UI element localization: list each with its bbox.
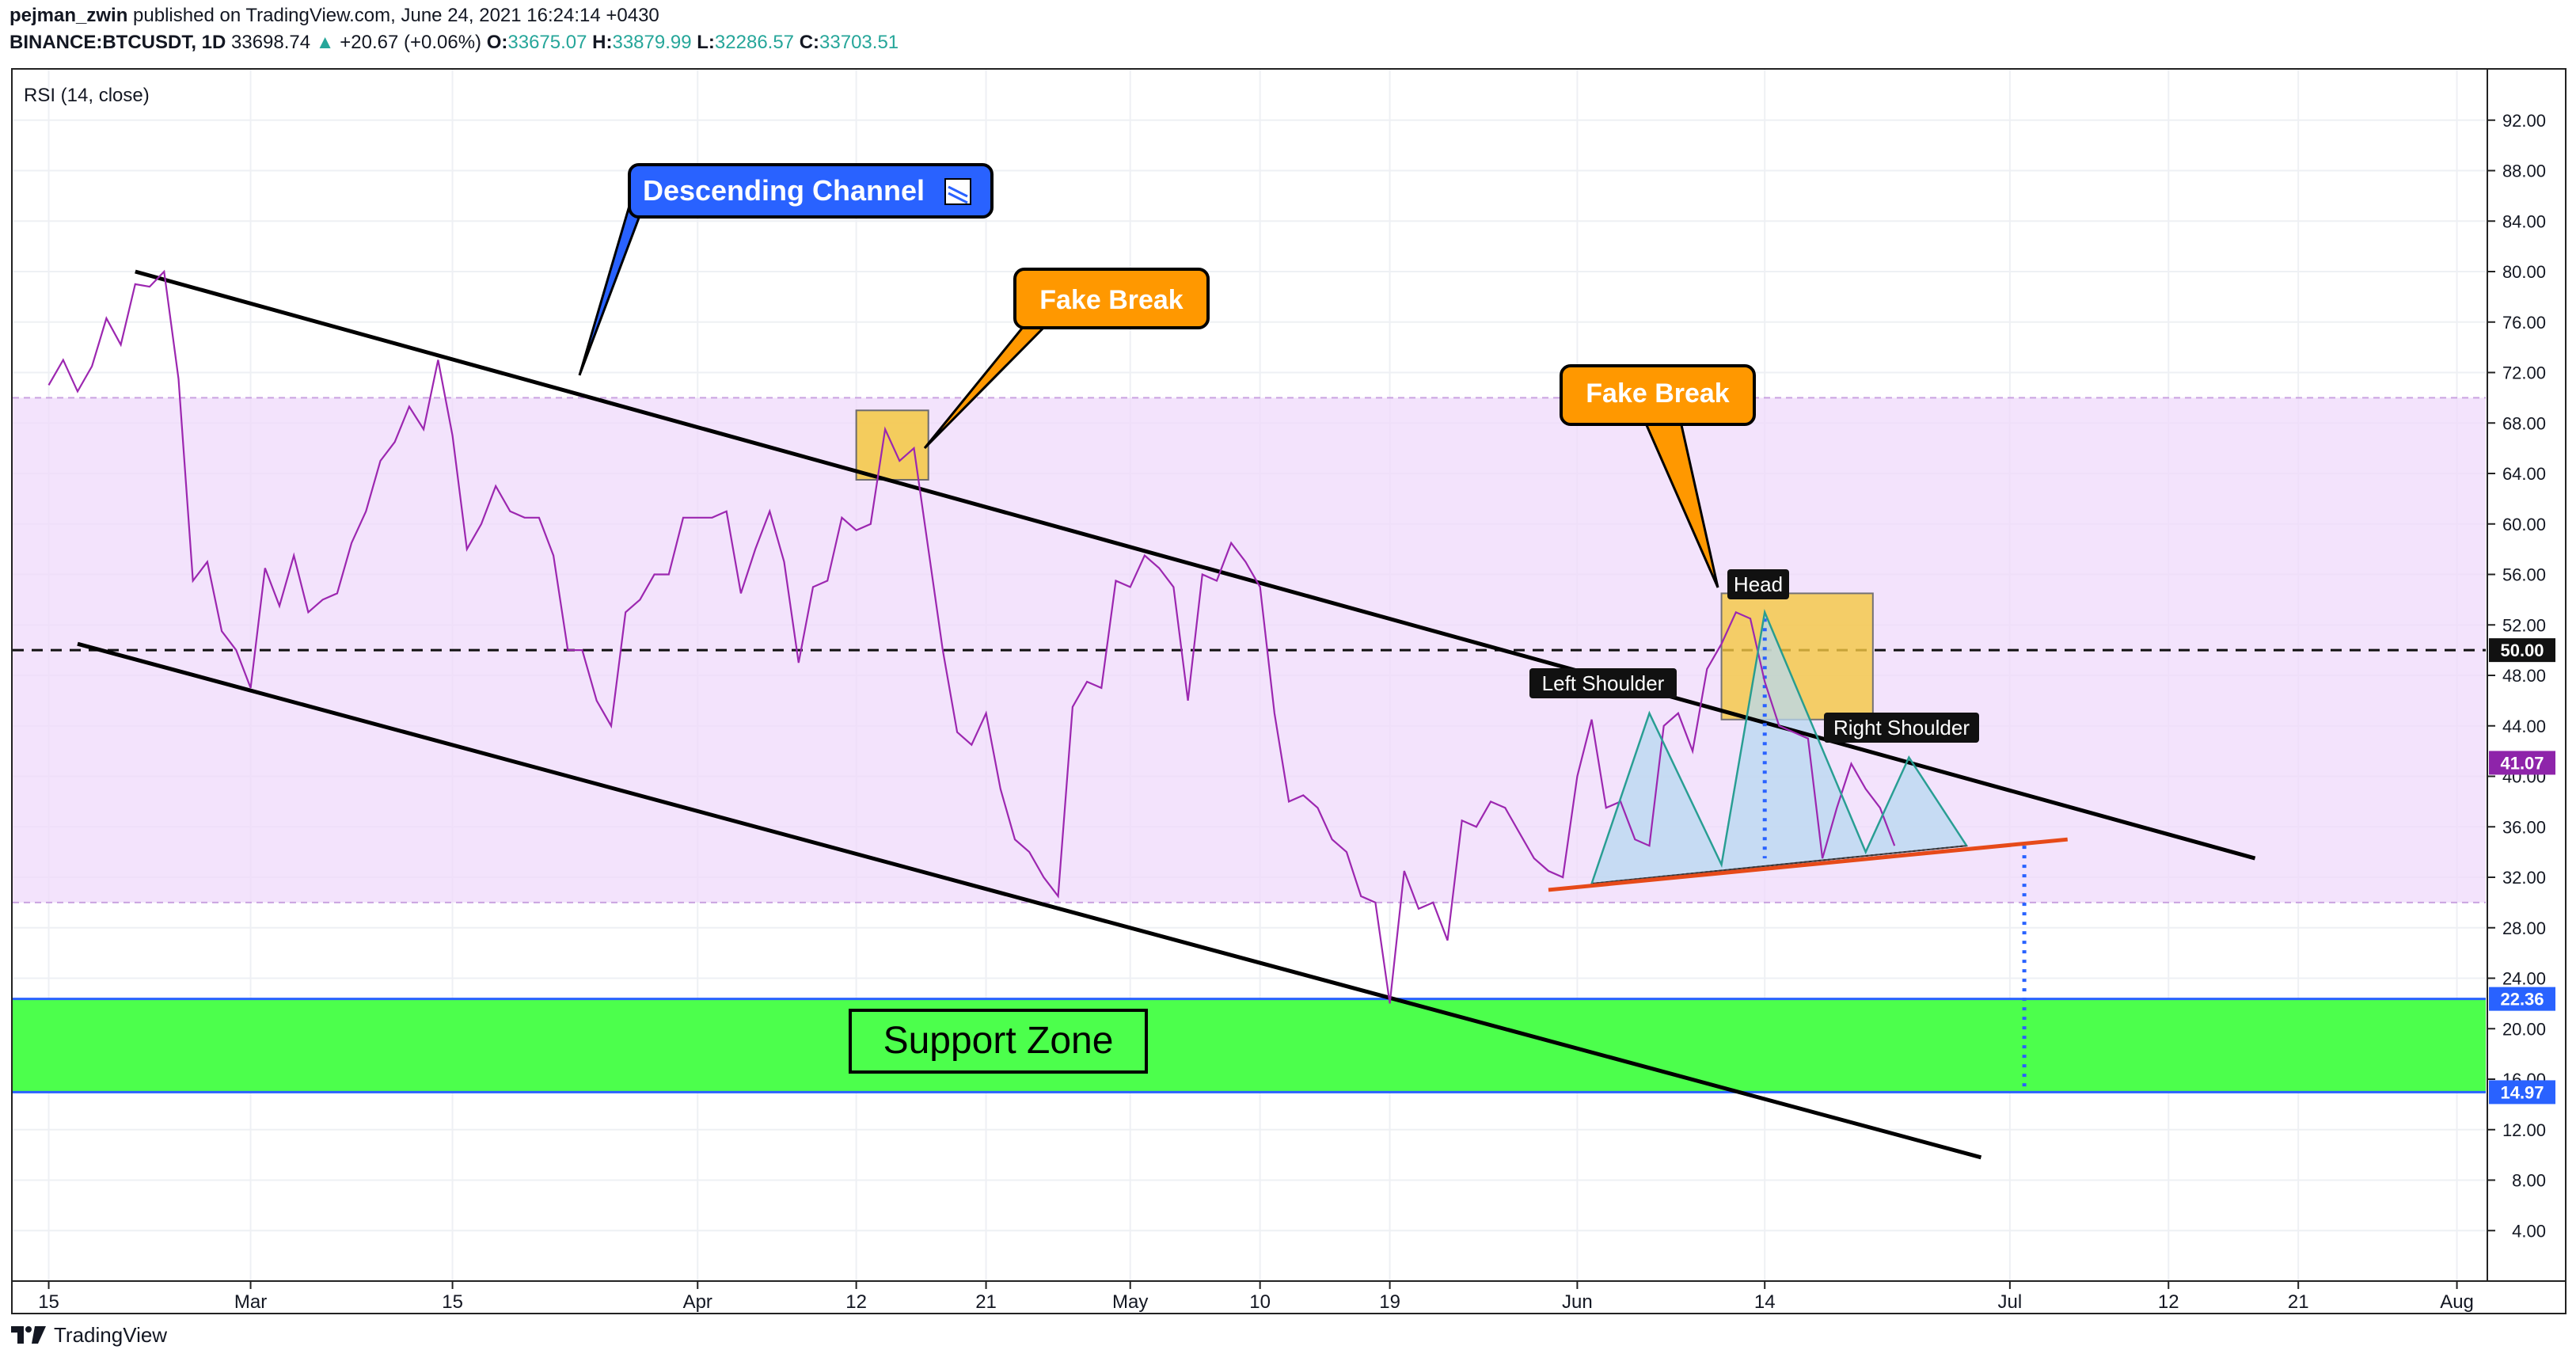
y-tick-label: 20.00: [2502, 1019, 2546, 1039]
y-tick-label: 76.00: [2502, 313, 2546, 333]
price-label-bg: [2489, 987, 2555, 1011]
price-label: 50.00: [2500, 641, 2544, 660]
y-tick-label: 64.00: [2502, 464, 2546, 484]
y-tick-label: 92.00: [2502, 111, 2546, 131]
y-tick-label: 80.00: [2502, 262, 2546, 282]
x-tick-label: 12: [845, 1291, 867, 1313]
fake-break-2-label: Fake Break: [1586, 378, 1730, 409]
y-tick-label: 60.00: [2502, 515, 2546, 534]
support-zone-label-box: [849, 1009, 1148, 1074]
y-tick-label: 44.00: [2502, 717, 2546, 736]
x-tick-label: 15: [442, 1291, 463, 1313]
change-up-icon: ▲: [315, 32, 335, 53]
x-tick-label: 12: [2158, 1291, 2179, 1313]
close-value: 33703.51: [819, 32, 899, 53]
pattern-outline: [1590, 608, 1968, 884]
head-label-bg: [1727, 569, 1789, 599]
price-change: +20.67 (+0.06%): [340, 32, 482, 53]
symbol-info: BINANCE:BTCUSDT, 1D 33698.74 ▲ +20.67 (+…: [9, 32, 899, 54]
callout-pointer-channel: [578, 204, 645, 376]
price-label-bg: [2489, 1080, 2555, 1105]
publish-text: published on TradingView.com, June 24, 2…: [133, 5, 659, 26]
right-shoulder-label-bg: [1824, 713, 1979, 743]
y-tick-label: 8.00: [2512, 1171, 2546, 1191]
y-tick-label: 56.00: [2502, 565, 2546, 585]
low-value: 32286.57: [714, 32, 795, 53]
x-tick-label: Mar: [234, 1291, 267, 1313]
rsi-line: [47, 269, 1896, 1004]
price-label: 14.97: [2500, 1082, 2544, 1102]
callout-fake-break-2: [1560, 364, 1756, 426]
y-tick-label: 68.00: [2502, 413, 2546, 433]
support-zone-label: Support Zone: [883, 1020, 1114, 1062]
pattern-base: [1591, 845, 1967, 884]
callout-fake-break-1: [1013, 268, 1210, 329]
symbol-name: BINANCE:BTCUSDT, 1D: [9, 32, 226, 53]
support-zone: [13, 998, 2486, 1093]
x-tick-label: 19: [1379, 1291, 1400, 1313]
footer-brand[interactable]: TradingView: [54, 1322, 168, 1347]
head-label: Head: [1734, 572, 1783, 596]
y-tick-label: 72.00: [2502, 363, 2546, 383]
x-tick-label: 10: [1249, 1291, 1271, 1313]
chart-pane[interactable]: [11, 68, 2567, 1314]
channel-icon: [944, 178, 971, 205]
channel-lower-line: [77, 641, 1982, 1160]
y-tick-label: 28.00: [2502, 918, 2546, 938]
open-key: O:: [486, 32, 508, 53]
x-tick-label: May: [1112, 1291, 1148, 1313]
high-key: H:: [592, 32, 613, 53]
left-shoulder-label-bg: [1529, 668, 1677, 698]
y-tick-label: 84.00: [2502, 211, 2546, 231]
close-key: C:: [799, 32, 820, 53]
x-tick-label: 21: [2288, 1291, 2309, 1313]
high-value: 33879.99: [612, 32, 692, 53]
price-axis: [2487, 70, 2565, 1281]
y-tick-label: 48.00: [2502, 666, 2546, 686]
last-price: 33698.74: [231, 32, 311, 53]
y-tick-label: 24.00: [2502, 969, 2546, 989]
callout-descending-channel: [628, 163, 994, 219]
indicator-label: RSI (14, close): [24, 85, 150, 106]
right-shoulder-label: Right Shoulder: [1833, 716, 1970, 740]
x-tick-label: Jul: [1998, 1291, 2023, 1313]
x-tick-label: 14: [1754, 1291, 1776, 1313]
open-value: 33675.07: [507, 32, 587, 53]
y-tick-label: 88.00: [2502, 162, 2546, 181]
x-tick-label: Apr: [683, 1291, 712, 1313]
x-tick-label: 21: [975, 1291, 997, 1313]
channel-upper-line: [135, 269, 2256, 861]
y-tick-label: 52.00: [2502, 615, 2546, 635]
price-label-bg: [2489, 638, 2555, 663]
low-key: L:: [697, 32, 715, 53]
footer: TradingView: [11, 1319, 167, 1351]
author-name[interactable]: pejman_zwin: [9, 5, 128, 26]
tradingview-logo-icon: [11, 1326, 46, 1344]
fake-break-1-label: Fake Break: [1039, 285, 1184, 315]
neckline: [1548, 837, 2068, 892]
price-label-bg: [2489, 751, 2555, 775]
x-tick-label: Jun: [1562, 1291, 1593, 1313]
x-tick-label: 15: [38, 1291, 59, 1313]
descending-channel-label: Descending Channel: [643, 174, 925, 207]
price-label: 41.07: [2500, 753, 2544, 773]
price-label: 22.36: [2500, 990, 2544, 1009]
x-tick-label: Aug: [2440, 1291, 2474, 1313]
publish-info: pejman_zwin published on TradingView.com…: [9, 5, 659, 27]
y-tick-label: 36.00: [2502, 817, 2546, 837]
y-tick-label: 4.00: [2512, 1221, 2546, 1241]
y-tick-label: 12.00: [2502, 1120, 2546, 1140]
y-tick-label: 32.00: [2502, 868, 2546, 888]
left-shoulder-label: Left Shoulder: [1542, 671, 1665, 695]
